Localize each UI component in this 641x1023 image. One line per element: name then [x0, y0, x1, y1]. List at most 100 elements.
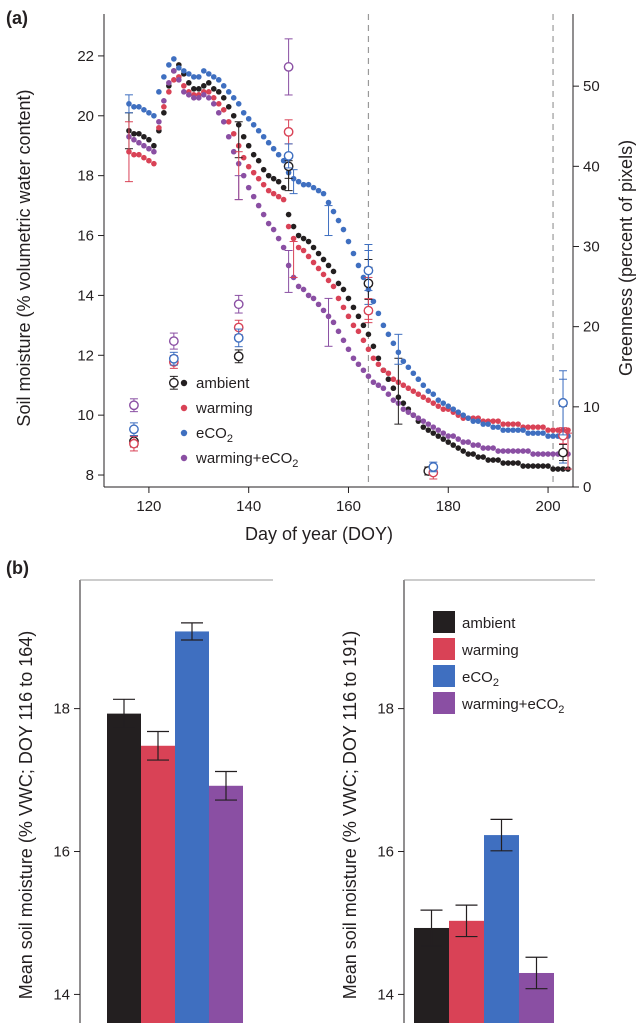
- point-warming: [415, 391, 422, 397]
- point-ambient: [385, 376, 392, 383]
- point-warming_eCO2: [191, 95, 197, 101]
- x-tick-label-a: 200: [536, 498, 561, 515]
- point-warming_eCO2: [310, 295, 317, 302]
- point-warming: [245, 163, 252, 170]
- point-warming: [425, 397, 432, 403]
- point-ambient: [530, 463, 536, 469]
- point-ambient: [520, 463, 526, 469]
- point-warming_eCO2: [176, 77, 182, 83]
- point-ambient: [525, 463, 531, 469]
- point-eCO2: [245, 115, 252, 122]
- x-tick-label-a: 120: [136, 498, 161, 515]
- y-tick-label-b-right: 16: [377, 844, 394, 861]
- point-ambient: [200, 83, 207, 89]
- bar-warming: [141, 745, 175, 1023]
- legend-swatch-ambient: [433, 611, 455, 633]
- point-warming: [330, 283, 337, 290]
- greenness-point-warming_eCO2: [168, 336, 179, 346]
- point-warming_eCO2: [470, 442, 477, 448]
- point-warming_eCO2: [380, 385, 387, 392]
- point-warming: [295, 244, 302, 251]
- point-ambient: [425, 427, 432, 433]
- point-eCO2: [220, 83, 227, 89]
- point-eCO2: [305, 181, 312, 188]
- point-warming_eCO2: [315, 301, 322, 308]
- point-warming: [340, 304, 347, 311]
- point-eCO2: [320, 190, 327, 197]
- y-tick-label-a: 18: [77, 168, 94, 185]
- point-ambient: [330, 268, 337, 275]
- point-ambient: [195, 86, 202, 92]
- point-warming: [151, 160, 157, 167]
- point-eCO2: [265, 139, 272, 146]
- point-warming: [275, 193, 282, 200]
- point-ambient: [280, 184, 287, 191]
- greenness-point-eCO2: [129, 424, 139, 435]
- point-warming_eCO2: [265, 220, 272, 227]
- greenness-point-warming_eCO2: [129, 400, 139, 411]
- point-warming_eCO2: [131, 136, 137, 143]
- point-ambient: [365, 331, 372, 338]
- point-warming: [260, 181, 267, 188]
- point-warming: [405, 385, 412, 392]
- point-warming_eCO2: [375, 382, 382, 389]
- point-warming_eCO2: [365, 373, 372, 380]
- point-warming: [550, 427, 556, 433]
- point-eCO2: [200, 68, 207, 74]
- point-warming: [490, 418, 496, 424]
- bar-warming_eCO2: [209, 785, 243, 1023]
- point-eCO2: [195, 74, 202, 80]
- point-ambient: [485, 457, 491, 463]
- point-warming: [385, 370, 392, 377]
- point-eCO2: [415, 376, 422, 383]
- point-ambient: [310, 244, 317, 251]
- point-ambient: [355, 313, 362, 320]
- point-warming_eCO2: [171, 68, 177, 74]
- point-warming_eCO2: [220, 118, 227, 125]
- point-warming_eCO2: [205, 95, 212, 101]
- point-ambient: [141, 133, 147, 140]
- greenness-point-warming: [363, 305, 374, 316]
- point-eCO2: [210, 74, 217, 80]
- point-warming_eCO2: [300, 286, 307, 293]
- point-warming_eCO2: [146, 145, 152, 152]
- point-warming_eCO2: [490, 445, 496, 451]
- chart-b-right: 14 16 18 ambient warming eCO2 warming+eCO2: [377, 579, 595, 1023]
- point-warming_eCO2: [545, 451, 551, 457]
- point-eCO2: [260, 133, 267, 140]
- point-warming_eCO2: [350, 355, 357, 362]
- point-eCO2: [530, 430, 536, 436]
- point-eCO2: [186, 71, 192, 77]
- point-eCO2: [141, 106, 147, 113]
- point-warming_eCO2: [181, 89, 187, 95]
- x-axis-label-a: Day of year (DOY): [245, 524, 393, 544]
- point-eCO2: [255, 127, 262, 134]
- point-warming: [440, 406, 447, 412]
- point-eCO2: [250, 121, 257, 128]
- chart-b-left: 14 16 18: [53, 579, 273, 1023]
- point-warming_eCO2: [275, 235, 282, 242]
- point-eCO2: [225, 89, 232, 95]
- point-ambient: [420, 424, 427, 430]
- point-warming_eCO2: [260, 211, 267, 218]
- point-ambient: [210, 86, 217, 92]
- y-tick-label-b-left: 14: [53, 986, 70, 1003]
- point-warming: [525, 424, 531, 430]
- point-warming: [435, 403, 442, 409]
- point-eCO2: [171, 56, 177, 62]
- point-warming_eCO2: [475, 442, 482, 448]
- point-ambient: [131, 130, 137, 137]
- point-eCO2: [176, 65, 182, 71]
- point-eCO2: [470, 418, 477, 424]
- point-ambient: [545, 463, 551, 469]
- greenness-point-warming: [283, 126, 294, 137]
- point-warming: [370, 355, 377, 362]
- point-warming: [555, 427, 561, 433]
- y-axis-label-b-left: Mean soil moisture (% VWC; DOY 116 to 16…: [16, 631, 36, 999]
- point-warming_eCO2: [255, 202, 262, 209]
- y-tick-label-b-right: 18: [377, 701, 394, 718]
- greenness-point-ambient: [558, 447, 568, 458]
- point-warming: [515, 421, 521, 427]
- point-ambient: [460, 448, 467, 454]
- point-eCO2: [480, 421, 486, 427]
